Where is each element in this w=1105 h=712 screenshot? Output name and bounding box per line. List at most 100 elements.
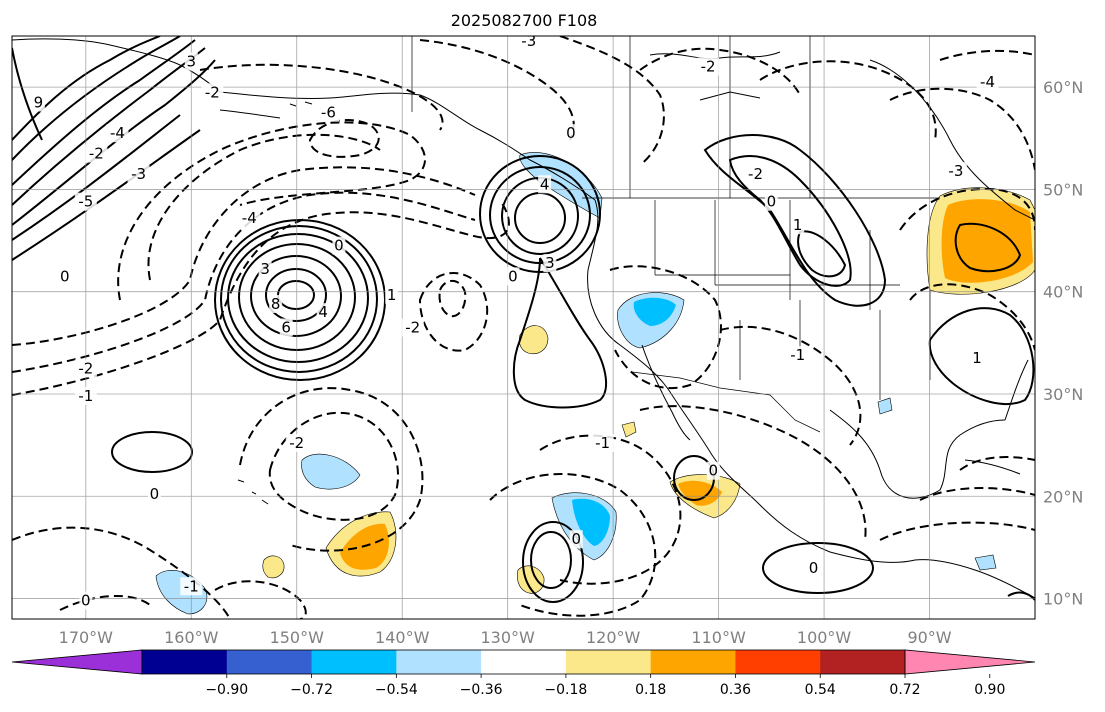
latitude-label: 60°N (1043, 78, 1083, 97)
colorbar-segment (565, 650, 652, 674)
positive-anomaly-region (621, 421, 637, 438)
positive-anomaly-region (518, 325, 549, 355)
negative-anomaly-core (633, 297, 676, 326)
contour-label: 0 (60, 267, 70, 285)
colorbar-segment (142, 650, 228, 674)
contour-label-background (807, 558, 821, 577)
negative-contour (719, 325, 862, 446)
contour-label-background (74, 387, 97, 406)
negative-anomaly-core (572, 498, 610, 546)
province-borders (629, 36, 811, 198)
negative-contour (418, 272, 489, 352)
contour-label-background (385, 285, 399, 304)
contour-label-background (786, 346, 809, 365)
country-border-us-mexico (631, 371, 821, 433)
contour-label: -4 (242, 209, 257, 227)
colorbar-over-extension (904, 649, 1036, 675)
contour-label: -2 (78, 359, 93, 377)
contour-label: 6 (281, 319, 291, 337)
contour-label: 1 (793, 216, 803, 234)
contour-layer (12, 36, 1035, 603)
latitude-label: 30°N (1043, 385, 1083, 404)
map-frame (11, 35, 1036, 620)
coastline-baja (641, 344, 691, 441)
coastline-gulf-of-mexico (829, 409, 1006, 499)
colorbar-segment (226, 650, 313, 674)
contour-label-background (401, 318, 424, 337)
coastline-alaska (219, 91, 596, 201)
longitude-label: 160°W (164, 628, 219, 647)
contour-label: -1 (595, 434, 610, 452)
contour-label: 0 (81, 592, 91, 610)
negative-contour (919, 487, 1035, 501)
negative-contour (909, 283, 1035, 351)
positive-anomaly-core (941, 199, 1033, 283)
contour-label-background (201, 83, 224, 102)
longitude-label: 130°W (481, 628, 536, 647)
contour-label: 0 (334, 237, 344, 255)
negative-contour (639, 47, 801, 96)
contour-label-background (697, 57, 720, 76)
contour-label-background (976, 73, 999, 92)
positive-contour (762, 542, 874, 594)
contour-label: -1 (184, 577, 199, 595)
negative-contour (147, 133, 381, 281)
coastline-hudson-bay (869, 59, 1035, 221)
negative-contour (12, 166, 476, 346)
colorbar-segment (820, 650, 906, 674)
colorbar-tick-label: 0.72 (889, 682, 920, 698)
contour-label-background (85, 144, 108, 163)
contour-label-background (316, 303, 330, 322)
contour-label: -1 (790, 346, 805, 364)
positive-contour (954, 222, 1022, 273)
contour-label-background (317, 103, 340, 122)
contour-labels: 0 0 0 0 0 0 0 0 0 0 -1 -1 -1 -1 1 1 1 -2 -2 -2 -2 -2 -2 -2 -3 -3 -… (31, 36, 999, 610)
latitude-label: 40°N (1043, 283, 1083, 302)
contour-label-background (706, 461, 720, 480)
negative-contour (489, 473, 657, 617)
contour-label-background (258, 260, 272, 279)
positive-contour (530, 531, 572, 589)
colorbar-tick-label: −0.54 (375, 682, 418, 698)
contour-label: 9 (34, 93, 44, 111)
graticule (12, 36, 1035, 619)
positive-anomaly-region (262, 555, 285, 579)
longitude-label: 120°W (586, 628, 641, 647)
negative-contour (59, 594, 151, 611)
colorbar-outline (141, 649, 906, 675)
colorbar-segment (396, 650, 482, 674)
negative-contour (759, 60, 937, 141)
contour-label-background (744, 165, 767, 184)
negative-contour (889, 87, 1035, 171)
contour-label-background (538, 175, 552, 194)
positive-contour (111, 431, 193, 473)
longitude-label: 150°W (270, 628, 325, 647)
contour-label-background (332, 236, 346, 255)
longitude-label: 140°W (375, 628, 430, 647)
longitude-label: 90°W (907, 628, 951, 647)
contour-label: -2 (701, 58, 716, 76)
contour-label: 0 (709, 462, 719, 480)
contour-label: 8 (271, 295, 281, 313)
latitude-labels: 60°N 50°N 40°N 30°N 20°N 10°N (1043, 78, 1083, 608)
contour-label-background (147, 485, 161, 504)
contour-label: -2 (748, 165, 763, 183)
contour-label-background (184, 52, 198, 71)
contour-label-background (591, 434, 614, 453)
contour-label: 0 (809, 559, 819, 577)
contour-label-background (74, 192, 97, 211)
chart-title: 2025082700 F108 (451, 11, 598, 30)
negative-contour (639, 405, 867, 541)
coastline-florida (1004, 359, 1029, 421)
colorbar-tick-label: −0.90 (205, 682, 248, 698)
negative-contour (559, 36, 665, 166)
colorbar (11, 649, 1036, 678)
contour-label: -4 (110, 124, 125, 142)
negative-contour (268, 411, 400, 521)
contour-label: -3 (131, 165, 146, 183)
contour-label: -2 (205, 83, 220, 101)
contour-label-background (31, 93, 45, 112)
contour-label: -2 (89, 145, 104, 163)
negative-anomaly-region (877, 397, 893, 415)
coastline-west-north-america (587, 199, 1035, 599)
